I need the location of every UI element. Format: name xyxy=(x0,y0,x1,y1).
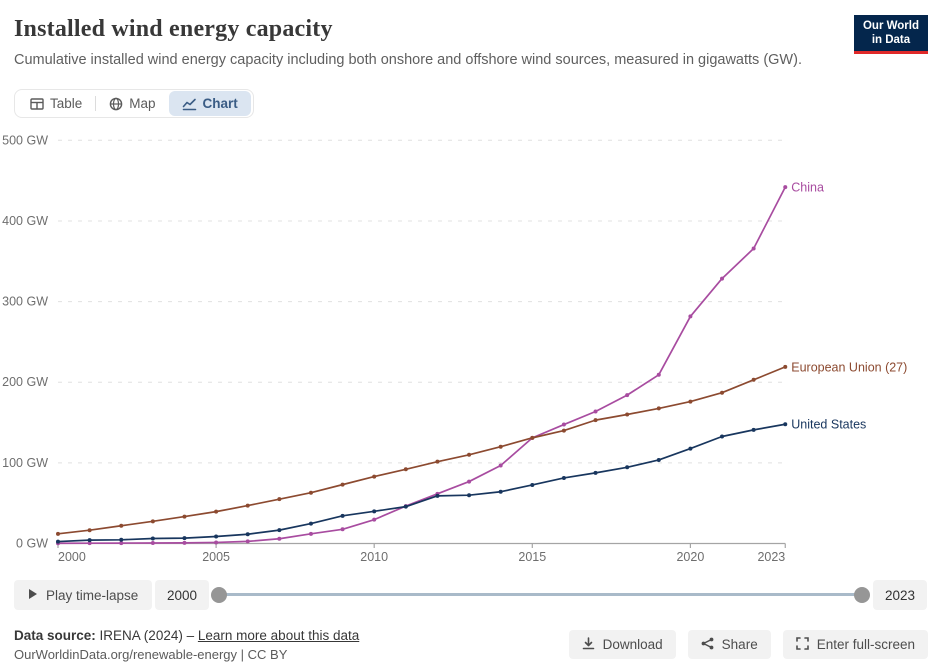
footer-actions: Download Share Enter full-screen xyxy=(568,630,928,659)
chart-subtitle: Cumulative installed wind energy capacit… xyxy=(14,52,802,68)
tab-table[interactable]: Table xyxy=(17,91,95,116)
source-value: IRENA (2024) xyxy=(99,628,183,643)
tab-map[interactable]: Map xyxy=(96,91,168,116)
svg-text:100 GW: 100 GW xyxy=(2,456,48,470)
timeline-start-handle[interactable] xyxy=(211,587,227,603)
table-icon xyxy=(30,97,44,111)
share-button[interactable]: Share xyxy=(687,630,771,659)
play-timelapse-label: Play time-lapse xyxy=(46,587,139,603)
owid-logo[interactable]: Our World in Data xyxy=(853,15,928,54)
license-note: OurWorldinData.org/renewable-energy | CC… xyxy=(14,646,288,662)
svg-text:2015: 2015 xyxy=(518,550,546,564)
tab-divider xyxy=(95,96,97,111)
line-chart[interactable]: 0 GW 100 GW 200 GW 300 GW 400 GW 500 GW 2000 20… xyxy=(0,0,941,575)
page-title: Installed wind energy capacity xyxy=(14,16,333,42)
svg-text:2023: 2023 xyxy=(757,550,785,564)
source-note: Data source: IRENA (2024) – Learn more a… xyxy=(14,627,359,664)
play-icon xyxy=(28,588,38,603)
svg-text:0 GW: 0 GW xyxy=(16,537,48,551)
timeline-end-handle[interactable] xyxy=(854,587,870,603)
timeline-start-year[interactable]: 2000 xyxy=(155,580,210,610)
fullscreen-label: Enter full-screen xyxy=(816,637,915,652)
view-tabbar: Table Map Chart xyxy=(14,89,254,118)
download-label: Download xyxy=(602,637,663,652)
logo-line2: in Data xyxy=(871,33,911,46)
tab-chart[interactable]: Chart xyxy=(168,91,251,116)
timeline-end-year[interactable]: 2023 xyxy=(872,580,927,610)
series-label: European Union (27) xyxy=(791,360,907,374)
svg-text:500 GW: 500 GW xyxy=(2,133,48,147)
chart-icon xyxy=(182,97,197,111)
source-separator: – xyxy=(186,628,195,643)
svg-text:2020: 2020 xyxy=(676,550,704,564)
source-label: Data source: xyxy=(14,628,96,643)
series-label: United States xyxy=(791,418,866,432)
timeline-slider-track[interactable] xyxy=(219,593,862,596)
download-button[interactable]: Download xyxy=(568,630,676,659)
svg-text:2000: 2000 xyxy=(58,550,86,564)
svg-text:300 GW: 300 GW xyxy=(2,295,48,309)
download-icon xyxy=(582,636,595,653)
svg-text:2005: 2005 xyxy=(202,550,230,564)
fullscreen-icon xyxy=(795,636,809,653)
tab-table-label: Table xyxy=(50,96,83,111)
svg-text:400 GW: 400 GW xyxy=(2,214,48,228)
svg-text:200 GW: 200 GW xyxy=(2,375,48,389)
share-icon xyxy=(701,637,714,653)
svg-text:2010: 2010 xyxy=(360,550,388,564)
logo-line1: Our World xyxy=(862,20,919,32)
series-label: China xyxy=(791,181,824,195)
play-timelapse-button[interactable]: Play time-lapse xyxy=(14,580,153,610)
tab-map-label: Map xyxy=(129,96,156,111)
share-label: Share xyxy=(721,637,758,652)
globe-icon xyxy=(109,97,123,111)
tab-chart-label: Chart xyxy=(202,96,238,111)
fullscreen-button[interactable]: Enter full-screen xyxy=(782,630,928,659)
learn-more-link[interactable]: Learn more about this data xyxy=(197,628,360,643)
